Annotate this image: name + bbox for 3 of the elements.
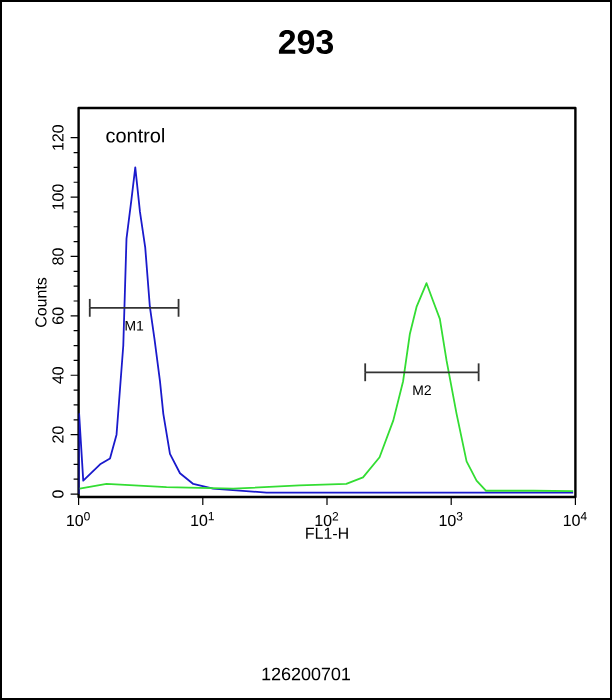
series-label: control (106, 127, 164, 143)
text: 126200701 (262, 667, 350, 681)
chart-title: 293 (278, 29, 334, 55)
